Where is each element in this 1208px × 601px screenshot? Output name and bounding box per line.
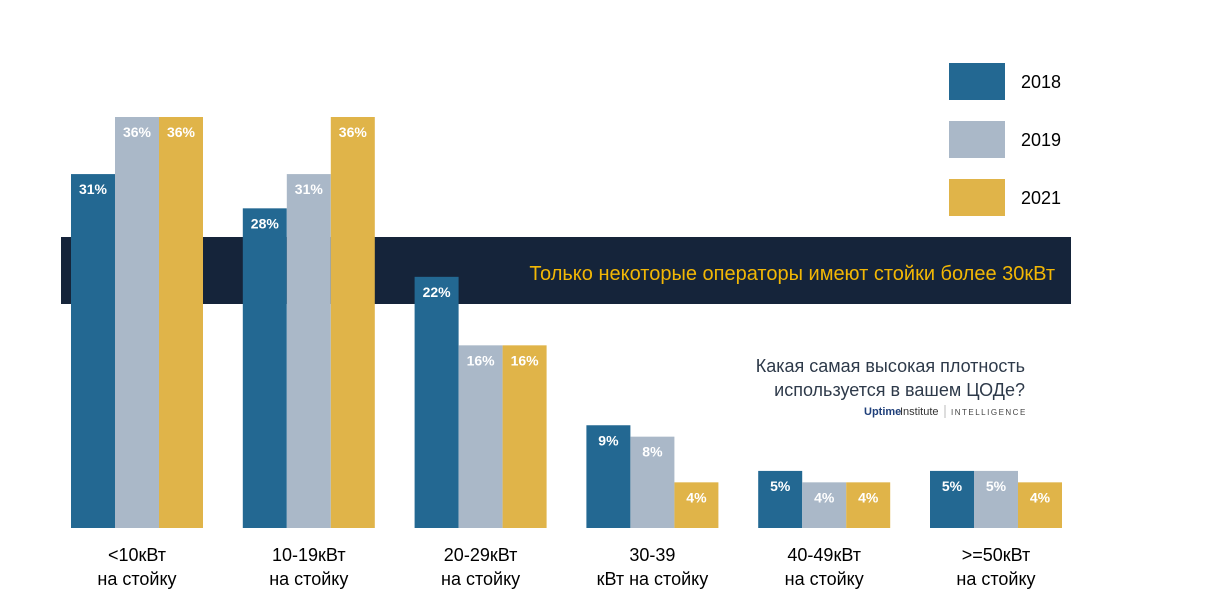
data-label: 16% <box>511 352 540 368</box>
legend-label: 2021 <box>1021 188 1061 208</box>
bar-2018 <box>930 470 974 528</box>
x-tick-label: >=50кВт <box>962 545 1031 565</box>
legend-swatch-2018 <box>949 63 1005 100</box>
bar-2021 <box>674 482 719 528</box>
data-label: 5% <box>986 478 1007 494</box>
data-label: 36% <box>167 124 196 140</box>
source-suffix: INTELLIGENCE <box>951 408 1027 417</box>
bar-2021 <box>1018 482 1062 528</box>
source-brand-light: Institute <box>900 406 939 418</box>
bar-2019 <box>802 482 847 528</box>
bar-2019 <box>115 117 159 528</box>
bar-2021 <box>159 117 203 528</box>
data-label: 9% <box>598 432 619 448</box>
legend-label: 2018 <box>1021 72 1061 92</box>
x-tick-label: на стойку <box>97 569 176 589</box>
data-label: 5% <box>770 478 791 494</box>
x-tick-label: на стойку <box>956 569 1035 589</box>
data-label: 5% <box>942 478 963 494</box>
data-label: 16% <box>467 352 496 368</box>
data-label: 31% <box>295 181 324 197</box>
data-label: 8% <box>642 444 663 460</box>
bar-2018 <box>242 208 287 529</box>
chart-title: Какая самая высокая плотность <box>756 356 1025 376</box>
bar-2018 <box>414 276 459 528</box>
bar-2018 <box>586 425 631 528</box>
source-brand: Uptime <box>864 406 901 418</box>
data-label: 4% <box>686 489 707 505</box>
x-tick-label: 30-39 <box>629 545 675 565</box>
banner <box>61 237 1071 304</box>
bar-2019 <box>458 345 503 528</box>
data-label: 31% <box>79 181 108 197</box>
bar-2018 <box>758 470 803 528</box>
bar-2019 <box>286 174 331 529</box>
data-label: 4% <box>814 489 835 505</box>
data-label: 36% <box>123 124 152 140</box>
x-tick-label: на стойку <box>785 569 864 589</box>
bar-2019 <box>974 470 1018 528</box>
x-tick-label: <10кВт <box>108 545 166 565</box>
bar-2019 <box>630 436 675 528</box>
x-tick-label: 20-29кВт <box>444 545 518 565</box>
banner-text: Только некоторые операторы имеют стойки … <box>529 263 1055 285</box>
legend-swatch-2021 <box>949 179 1005 216</box>
data-label: 4% <box>858 489 879 505</box>
bar-2021 <box>330 117 375 528</box>
data-label: 36% <box>339 124 368 140</box>
legend-label: 2019 <box>1021 130 1061 150</box>
data-label: 22% <box>423 284 452 300</box>
bar-2018 <box>71 174 115 529</box>
x-tick-label: на стойку <box>441 569 520 589</box>
x-tick-label: 40-49кВт <box>787 545 861 565</box>
data-label: 28% <box>251 215 280 231</box>
x-tick-label: кВт на стойку <box>597 569 709 589</box>
data-label: 4% <box>1030 489 1051 505</box>
chart-title: используется в вашем ЦОДе? <box>774 380 1025 400</box>
x-tick-label: 10-19кВт <box>272 545 346 565</box>
bar-2021 <box>846 482 891 528</box>
x-tick-label: на стойку <box>269 569 348 589</box>
legend-swatch-2019 <box>949 121 1005 158</box>
bar-2021 <box>502 345 547 528</box>
